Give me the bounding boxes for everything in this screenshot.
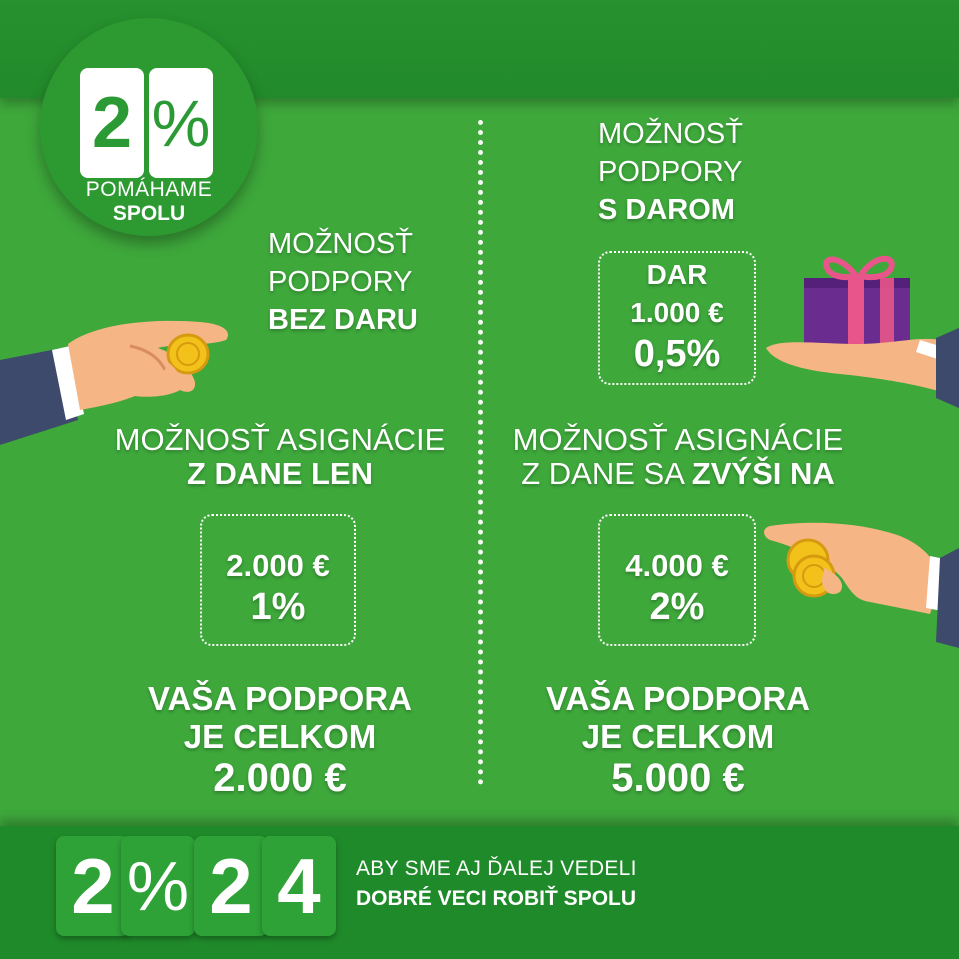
right-gift-label: DAR	[646, 259, 708, 290]
right-heading-line3: S DAROM	[598, 194, 735, 226]
right-total-line2: JE CELKOM	[581, 718, 775, 755]
left-total-line2: JE CELKOM	[183, 718, 377, 755]
left-heading-line3: BEZ DARU	[268, 304, 418, 336]
right-assign-line2-light: Z DANE SA	[521, 456, 692, 491]
logo-tile-percent: %	[149, 68, 213, 178]
footer-tagline-line2: DOBRÉ VECI ROBIŤ SPOLU	[356, 887, 637, 910]
logo-text-spolu: SPOLU	[112, 202, 186, 225]
left-heading-line2: PODPORY	[268, 266, 413, 298]
right-assign-line2: Z DANE SA ZVÝŠI NA	[478, 456, 878, 492]
left-heading-line1: MOŽNOSŤ	[268, 228, 413, 260]
right-amount-box	[598, 514, 756, 646]
left-percent: 1%	[250, 586, 306, 628]
left-total-line1: VAŠA PODPORA	[147, 680, 413, 717]
logo-text-pomahame: POMÁHAME	[85, 178, 213, 201]
hand-coins-icon	[764, 522, 959, 648]
left-assign-line2: Z DANE LEN	[187, 456, 373, 491]
dotted-divider	[478, 120, 483, 785]
right-gift-amount: 1.000 €	[630, 297, 724, 328]
right-gift-percent: 0,5%	[633, 333, 721, 375]
logo-tile-digit: 2	[80, 68, 144, 178]
footer-tile-3: 2	[194, 836, 268, 936]
left-amount: 2.000 €	[226, 548, 330, 583]
right-total-value: 5.000 €	[611, 756, 745, 800]
right-assign-line1: MOŽNOSŤ ASIGNÁCIE	[512, 422, 844, 457]
gift-hand-icon	[766, 255, 959, 408]
right-total-line1: VAŠA PODPORA	[545, 680, 811, 717]
footer-tile-2: %	[121, 836, 195, 936]
footer-tile-4: 4	[262, 836, 336, 936]
right-heading-line2: PODPORY	[598, 156, 743, 188]
hand-coin-icon	[0, 320, 229, 445]
left-total-value: 2.000 €	[213, 756, 347, 800]
left-amount-box	[200, 514, 356, 646]
right-amount: 4.000 €	[625, 548, 729, 583]
logo-badge: 2 % POMÁHAME SPOLU	[40, 18, 258, 236]
footer-tagline-line1: ABY SME AJ ĎALEJ VEDELI	[356, 857, 637, 880]
right-percent: 2%	[649, 586, 705, 628]
right-assign-line2-bold: ZVÝŠI NA	[691, 456, 835, 491]
left-assign-line1: MOŽNOSŤ ASIGNÁCIE	[114, 422, 446, 457]
footer-tile-1: 2	[56, 836, 130, 936]
right-heading-line1: MOŽNOSŤ	[598, 118, 743, 150]
right-gift-box	[598, 251, 756, 385]
